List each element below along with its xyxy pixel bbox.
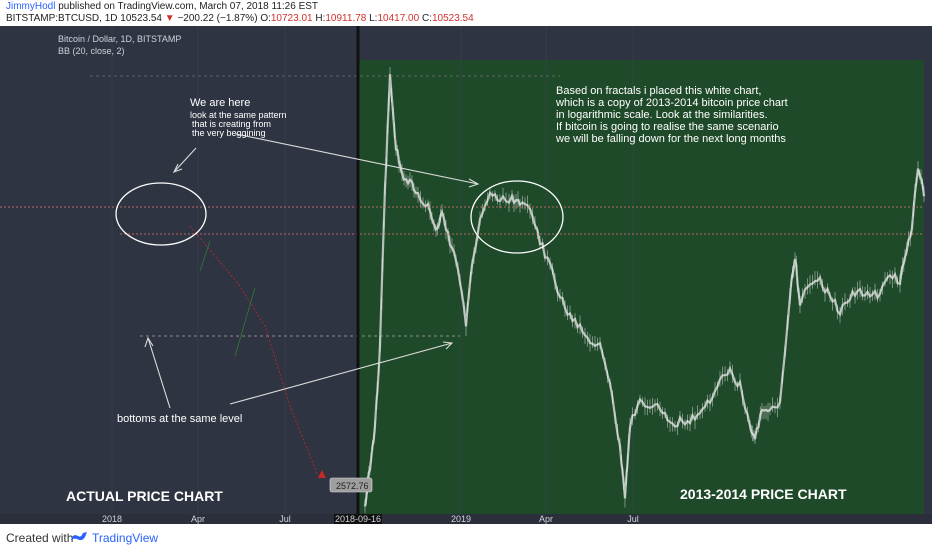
open-label: O:	[260, 13, 271, 24]
price-chart[interactable]: 24000.0020000.0018000.0016000.0014000.00…	[0, 26, 932, 524]
price-change: −200.22 (−1.87%)	[177, 13, 258, 24]
fractal-note-3: in logarithmic scale. Look at the simila…	[556, 109, 768, 121]
pattern-circle-actual	[115, 182, 207, 246]
pattern-note-3: the very beggining	[192, 128, 266, 138]
high-label: H:	[315, 13, 326, 24]
publish-header: JimmyHodl published on TradingView.com, …	[0, 0, 932, 26]
fractal-note-2: which is a copy of 2013-2014 bitcoin pri…	[555, 97, 788, 109]
projection-line	[189, 225, 319, 477]
time-tick-label: 2018-09-16	[335, 514, 381, 524]
arrow-bottom-actual	[147, 337, 171, 409]
arrow-we-are-here	[173, 147, 197, 173]
pattern-note-1: look at the same pattern	[190, 110, 287, 120]
historic-chart-label: 2013-2014 PRICE CHART	[680, 486, 847, 502]
arrow-pattern	[235, 133, 479, 185]
tradingview-link[interactable]: TradingView	[92, 531, 159, 545]
time-tick-label: 2019	[451, 514, 471, 524]
author-link[interactable]: JimmyHodl	[6, 1, 56, 12]
legend-title: Bitcoin / Dollar, 1D, BITSTAMP	[58, 34, 181, 44]
pattern-circle-historic	[470, 180, 564, 254]
we-are-here-label: We are here	[190, 97, 250, 109]
low-value: 10417.00	[377, 13, 420, 24]
fractal-note-1: Based on fractals i placed this white ch…	[556, 85, 761, 97]
down-arrow-icon: ▼	[164, 13, 175, 24]
cursor-price: 2572.76	[336, 481, 369, 491]
symbol-name: BITSTAMP:BTCUSD, 1D	[6, 13, 118, 24]
time-tick-highlight	[334, 514, 382, 524]
cursor-price-box	[329, 477, 373, 493]
symbol-info-line: BITSTAMP:BTCUSD, 1D 10523.54 ▼ −200.22 (…	[6, 13, 474, 25]
fractal-note-4: If bitcoin is going to realise the same …	[556, 121, 779, 133]
tradingview-logo-icon[interactable]	[70, 530, 88, 542]
cursor-marker-icon	[318, 470, 326, 478]
fractal-note-5: we will be falling down for the next lon…	[555, 133, 786, 145]
time-tick-label: Apr	[191, 514, 205, 524]
time-tick-label: Apr	[539, 514, 553, 524]
time-scale[interactable]	[0, 514, 932, 524]
last-price: 10523.54	[120, 13, 162, 24]
projection-green-segments	[199, 240, 256, 357]
low-label: L:	[369, 13, 378, 24]
bottoms-label: bottoms at the same level	[117, 413, 242, 425]
high-value: 10911.78	[325, 13, 367, 24]
time-axis-labels: 2018 Apr Jul 2018-09-16 2019 Apr Jul	[102, 514, 639, 524]
annotation-arrows	[144, 133, 480, 409]
chart-area[interactable]: 24000.0020000.0018000.0016000.0014000.00…	[0, 26, 932, 524]
time-tick-label: Jul	[279, 514, 291, 524]
created-with-label: Created with	[6, 531, 74, 545]
close-value: 10523.54	[431, 13, 474, 24]
footer: Created with TradingView	[0, 524, 932, 550]
time-tick-label: Jul	[627, 514, 639, 524]
legend-indicator: BB (20, close, 2)	[58, 46, 125, 56]
open-value: 10723.01	[270, 13, 313, 24]
pattern-note-2: that is creating from	[192, 119, 271, 129]
publish-date: published on TradingView.com, March 07, …	[58, 1, 319, 12]
historic-price-wicks	[364, 67, 925, 513]
arrow-bottom-historic	[229, 342, 453, 405]
publish-info-line: JimmyHodl published on TradingView.com, …	[6, 1, 318, 13]
close-label: C:	[421, 13, 432, 24]
price-scale[interactable]	[0, 26, 52, 524]
time-tick-label: 2018	[102, 514, 122, 524]
actual-chart-label: ACTUAL PRICE CHART	[66, 488, 223, 504]
